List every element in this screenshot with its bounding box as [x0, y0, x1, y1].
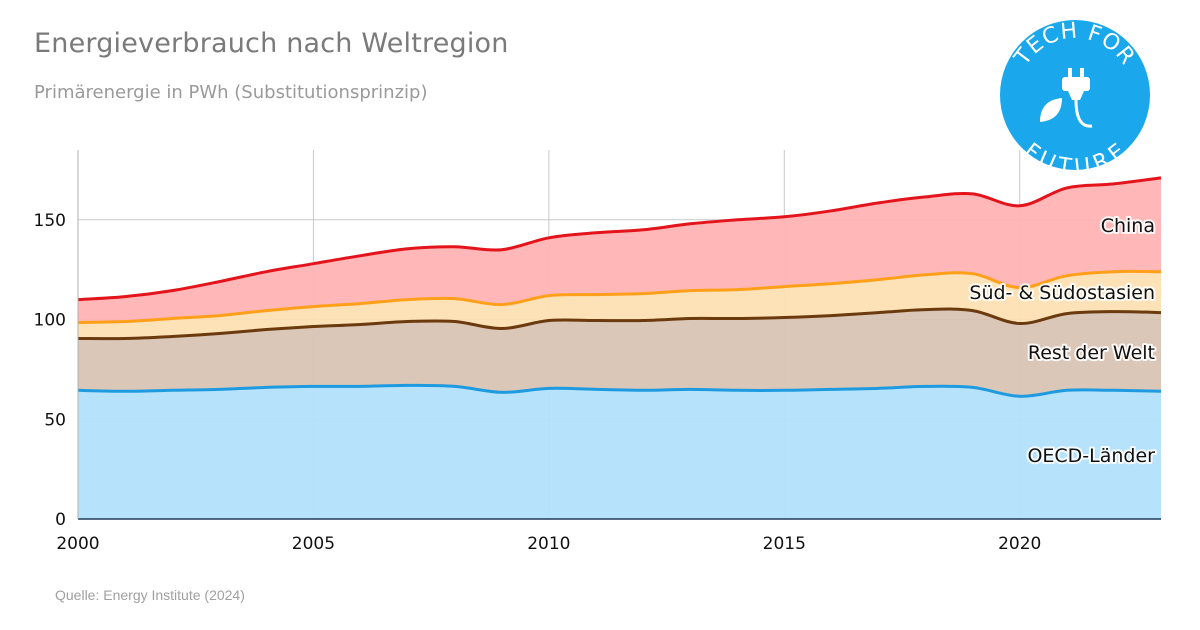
area-oecd-länder [78, 385, 1161, 519]
series-areas [78, 177, 1161, 519]
line-oecd-länder [77, 383, 1162, 398]
series-label: OECD-Länder [1027, 445, 1155, 467]
x-tick-label: 2015 [763, 534, 806, 554]
plug-leaf-icon [1040, 68, 1093, 128]
line-süd-südostasien [77, 269, 1162, 324]
x-tick-label: 2000 [56, 534, 99, 554]
series-label: Rest der Welt [1028, 342, 1155, 364]
x-tick-label: 2010 [527, 534, 570, 554]
line-china [77, 176, 1162, 302]
series-label: China [1101, 215, 1155, 237]
area-süd-südostasien [78, 271, 1161, 339]
axes: 0 50 100 150 2000 2005 2010 2015 2020 [34, 150, 1161, 554]
y-tick-label: 100 [34, 311, 66, 331]
source-note: Quelle: Energy Institute (2024) [55, 587, 245, 603]
y-tick-label: 0 [55, 510, 66, 530]
y-tick-label: 50 [44, 410, 66, 430]
line-rest-der-welt [77, 307, 1162, 341]
chart-title: Energieverbrauch nach Weltregion [34, 28, 509, 59]
y-tick-label: 150 [34, 211, 66, 231]
chart-subtitle: Primärenergie in PWh (Substitutionsprinz… [34, 82, 428, 103]
series-labels: OECD-Länder Rest der Welt Süd- & Südostasi… [967, 213, 1157, 469]
series-lines [77, 176, 1162, 398]
area-china [78, 177, 1161, 323]
series-label: Süd- & Südostasien [969, 282, 1155, 304]
x-tick-label: 2020 [998, 534, 1041, 554]
area-rest-der-welt [78, 309, 1161, 397]
x-tick-label: 2005 [292, 534, 335, 554]
